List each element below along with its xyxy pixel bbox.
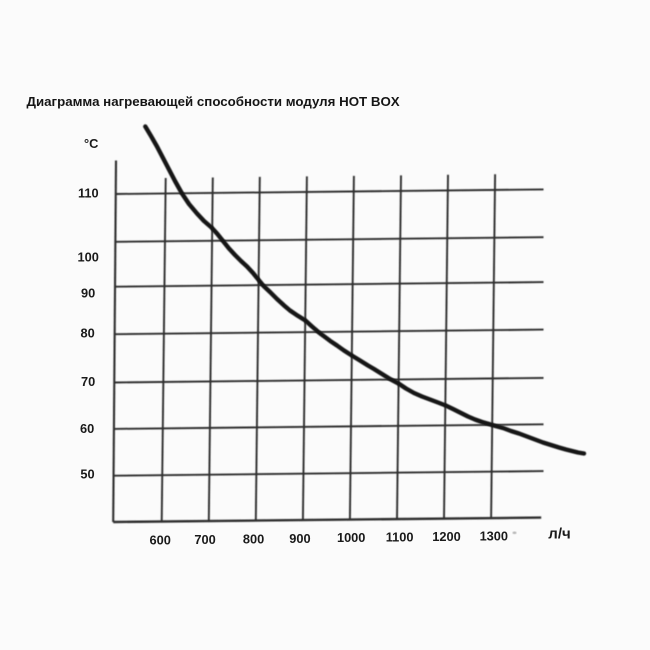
svg-text:800: 800 bbox=[243, 532, 264, 547]
svg-text:900: 900 bbox=[289, 531, 310, 546]
svg-text:°C: °C bbox=[84, 136, 98, 151]
svg-text:100: 100 bbox=[78, 250, 99, 265]
svg-text:л/ч: л/ч bbox=[548, 526, 570, 543]
svg-text:Диаграмма нагревающей способно: Диаграмма нагревающей способности модуля… bbox=[27, 94, 400, 109]
svg-text:1300: 1300 bbox=[480, 529, 508, 544]
svg-text:700: 700 bbox=[194, 532, 215, 547]
svg-text:70: 70 bbox=[81, 374, 95, 389]
svg-text:1200: 1200 bbox=[432, 529, 460, 544]
svg-text:1000: 1000 bbox=[337, 530, 365, 545]
svg-text:80: 80 bbox=[81, 326, 95, 341]
svg-text:90: 90 bbox=[81, 286, 95, 301]
svg-text:600: 600 bbox=[150, 533, 171, 548]
svg-text:1100: 1100 bbox=[386, 530, 414, 545]
svg-text:50: 50 bbox=[80, 467, 94, 482]
svg-text:110: 110 bbox=[78, 185, 99, 200]
svg-text:60: 60 bbox=[80, 421, 94, 436]
